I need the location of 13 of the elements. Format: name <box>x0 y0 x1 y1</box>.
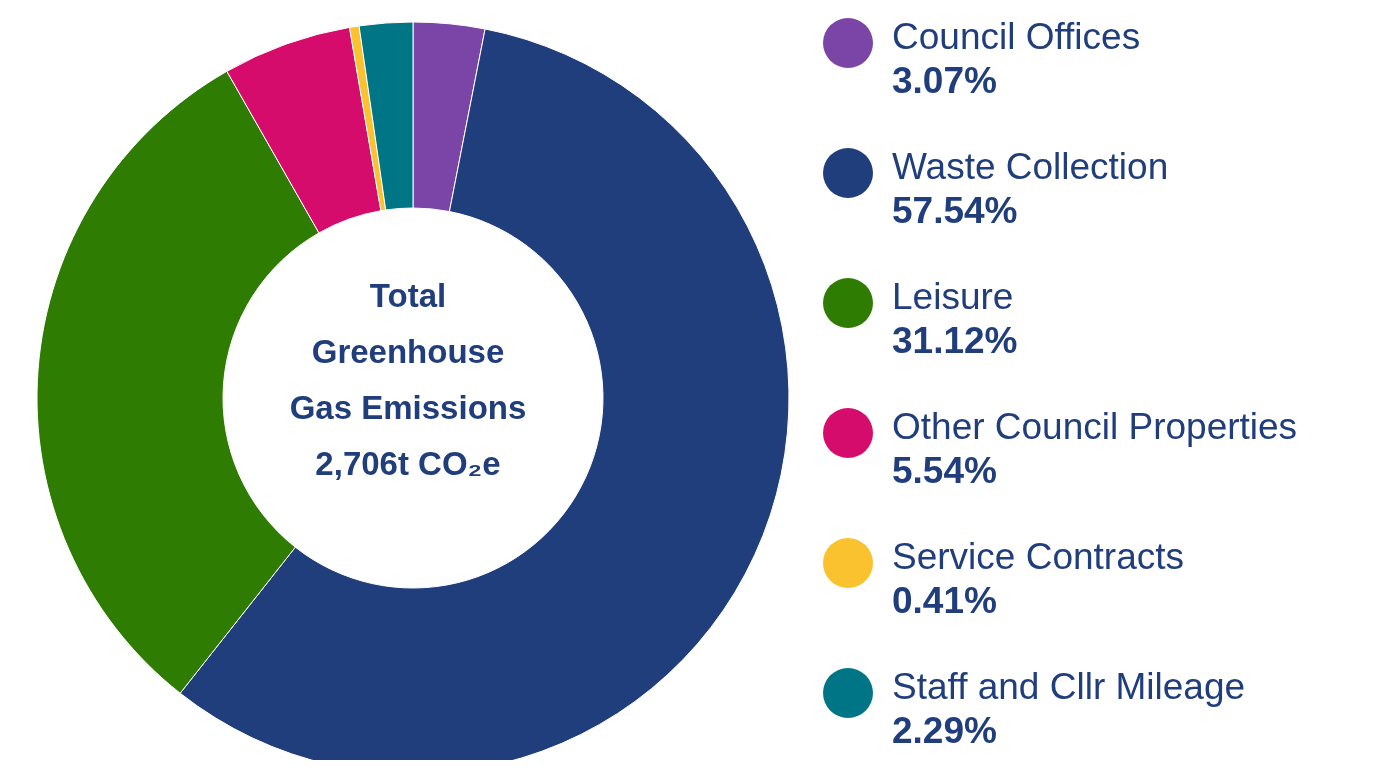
legend-label: Waste Collection <box>892 145 1169 189</box>
legend-label: Service Contracts <box>892 535 1184 579</box>
data-label: 0.41% <box>892 579 997 623</box>
legend-label: Staff and Cllr Mileage <box>892 665 1246 709</box>
data-label: 57.54% <box>892 189 1018 233</box>
data-label: 2.29% <box>892 709 997 753</box>
text: Total Greenhouse Gas Emissions 2,706t CO₂e <box>288 276 528 484</box>
legend-label: Council Offices <box>892 15 1141 59</box>
data-label: 5.54% <box>892 449 997 493</box>
legend-label: Other Council Properties <box>892 405 1298 449</box>
data-label: 31.12% <box>892 319 1018 363</box>
data-label: 3.07% <box>892 59 997 103</box>
legend-label: Leisure <box>892 275 1014 319</box>
